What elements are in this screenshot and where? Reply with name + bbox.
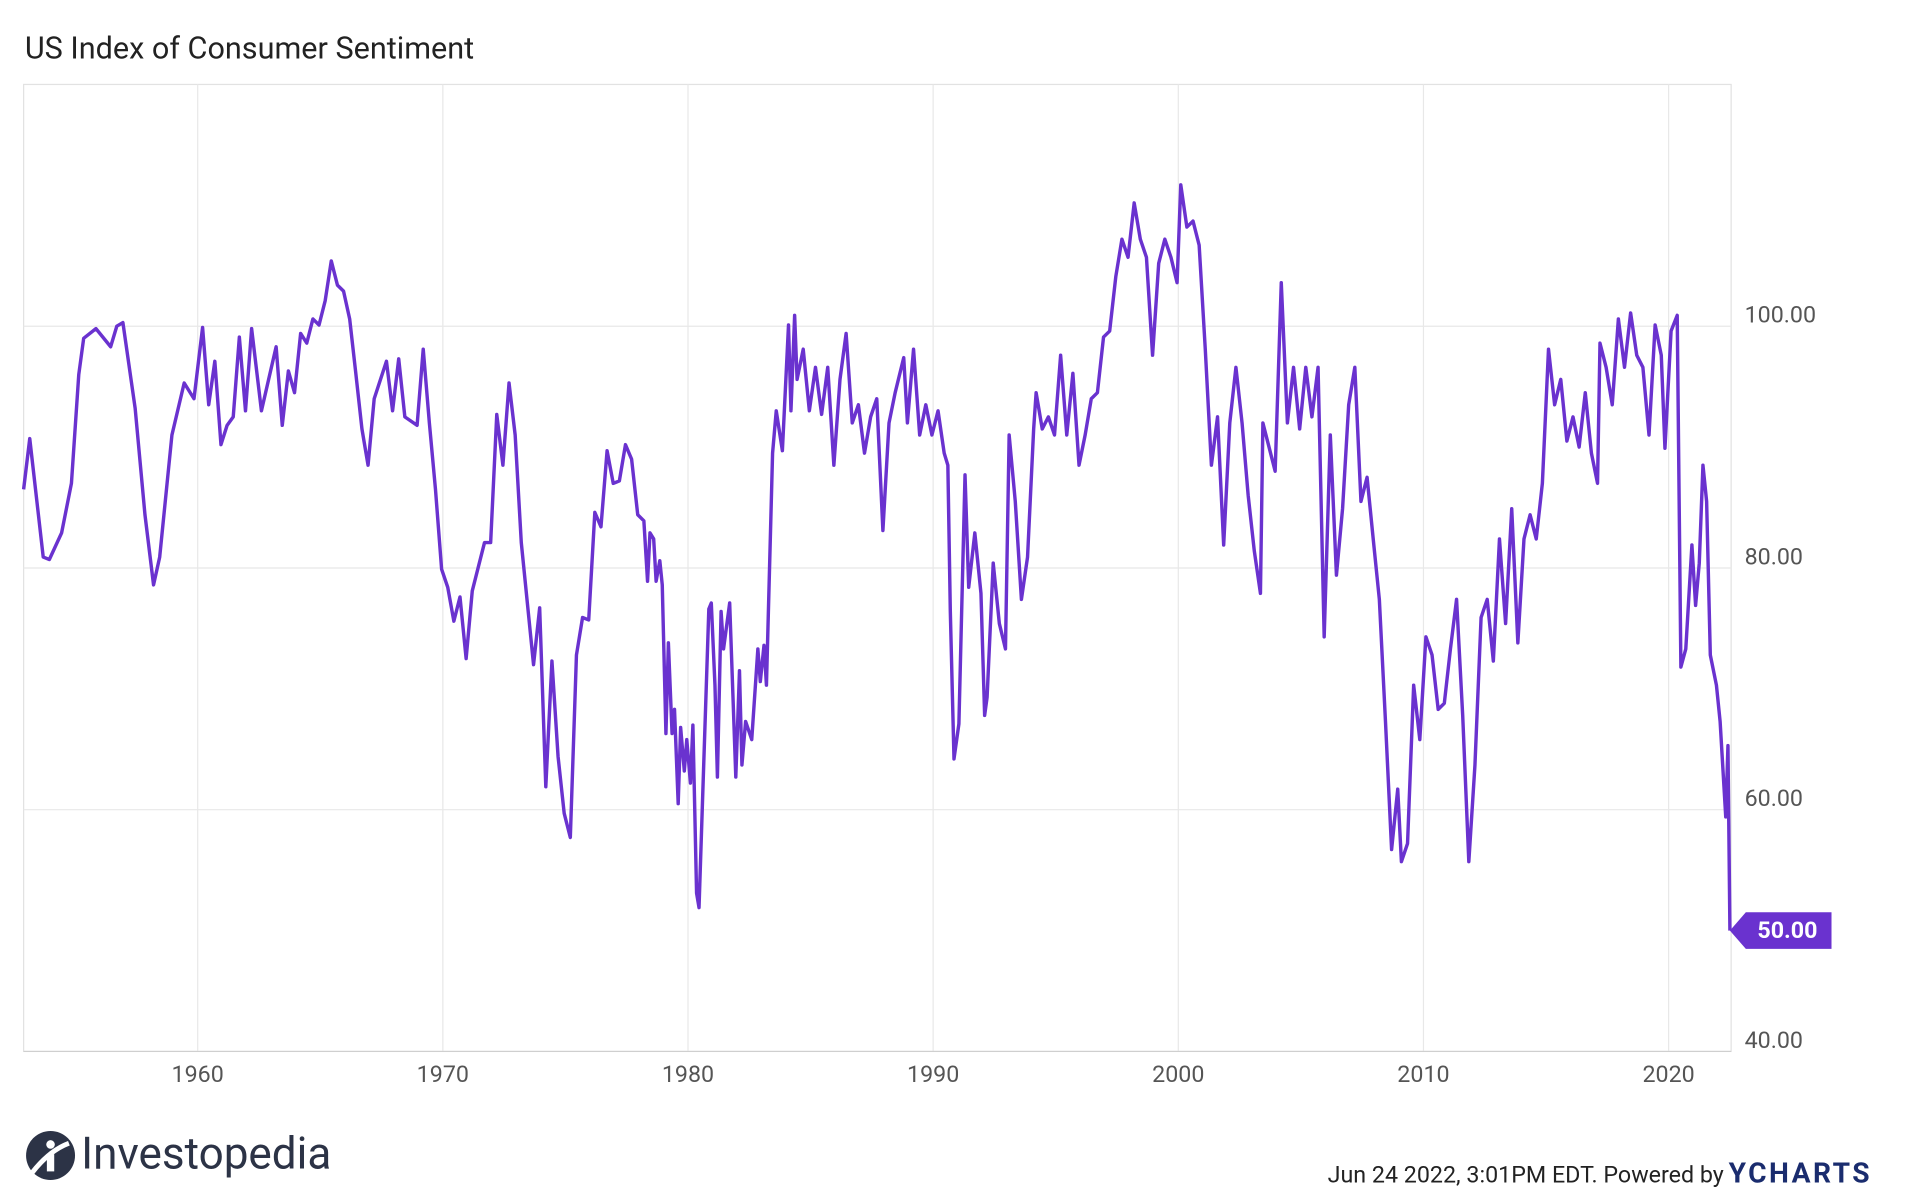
x-tick-label: 2010 (1397, 1060, 1449, 1088)
series-line (21, 183, 1732, 931)
logo-dot (46, 1140, 55, 1149)
chart-title: US Index of Consumer Sentiment (25, 31, 474, 66)
x-tick-label: 2000 (1152, 1060, 1204, 1088)
x-tick-label: 2020 (1642, 1060, 1694, 1088)
x-tick-label: 1990 (907, 1060, 959, 1088)
source-brand: YCHARTS (1729, 1157, 1872, 1190)
plot-area: 1960 1970 1980 1990 2000 2010 2020 40.00 60.00 80… (21, 83, 1832, 1088)
x-tick-label: 1970 (417, 1060, 469, 1088)
y-tick-label: 100.00 (1745, 301, 1816, 329)
x-tick-label: 1960 (172, 1060, 224, 1088)
y-tick-label: 60.00 (1745, 784, 1803, 812)
timestamp: Jun 24 2022, 3:01PM EDT. Powered by (1328, 1160, 1724, 1188)
last-value-badge (1729, 912, 1832, 949)
brand-logo: Investopedia (26, 1127, 331, 1180)
y-tick-label: 40.00 (1745, 1026, 1803, 1054)
logo-stem (46, 1154, 55, 1172)
x-tick-label: 1980 (662, 1060, 714, 1088)
last-value-label: 50.00 (1757, 916, 1817, 944)
y-tick-label: 80.00 (1745, 542, 1803, 570)
brand-name: Investopedia (81, 1127, 331, 1179)
